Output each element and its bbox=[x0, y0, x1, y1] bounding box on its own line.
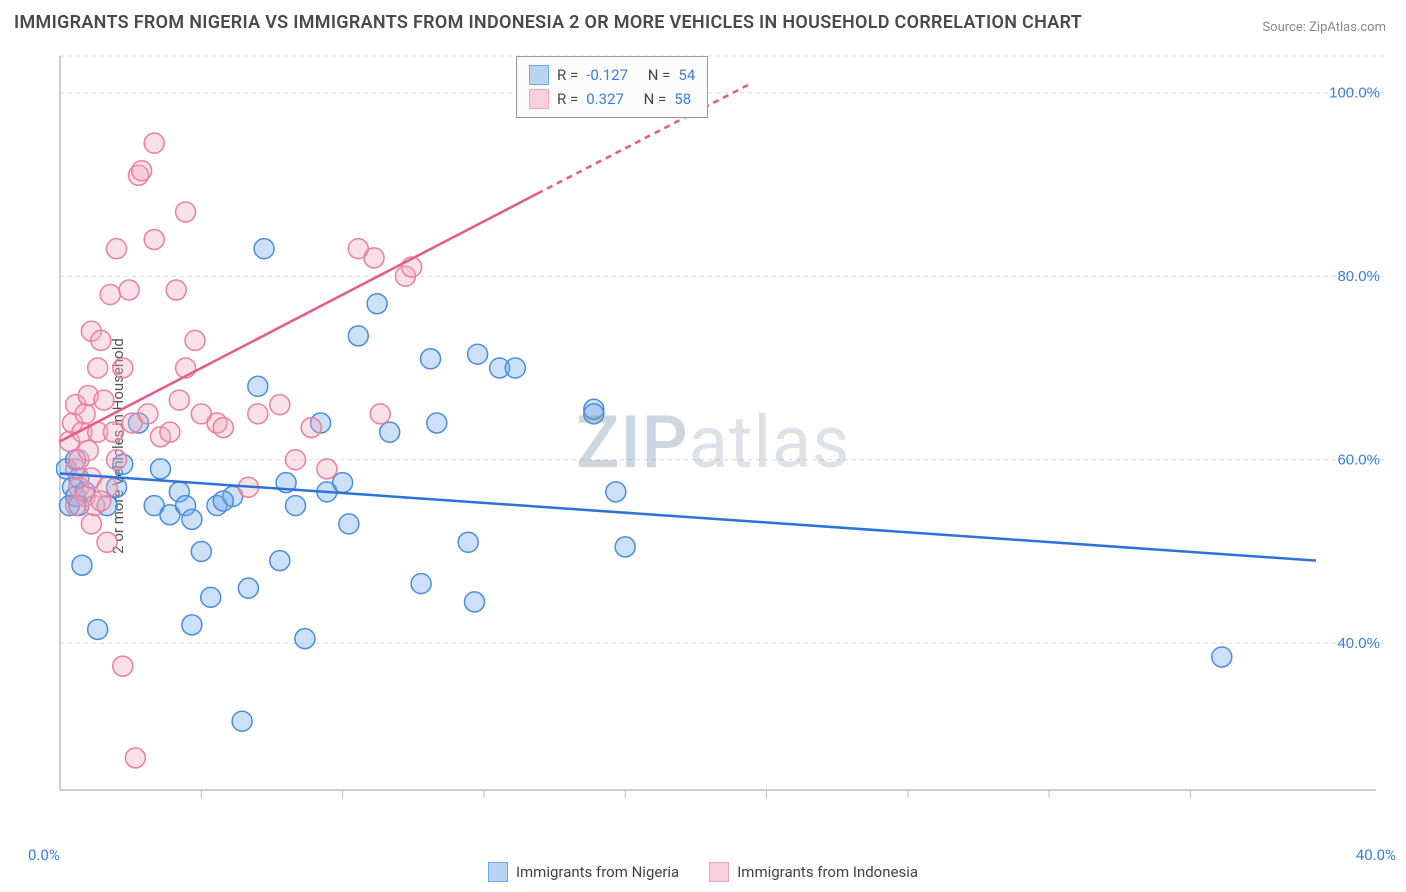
svg-text:60.0%: 60.0% bbox=[1337, 452, 1380, 469]
legend-item-nigeria: Immigrants from Nigeria bbox=[488, 862, 679, 882]
source-label: Source: bbox=[1262, 20, 1305, 35]
swatch-nigeria bbox=[529, 65, 549, 85]
svg-text:40.0%: 40.0% bbox=[1337, 635, 1380, 652]
svg-text:80.0%: 80.0% bbox=[1337, 268, 1380, 285]
r-label: R = bbox=[557, 63, 578, 87]
x-tick-0: 0.0% bbox=[28, 846, 60, 864]
n-value-nigeria: 54 bbox=[678, 63, 695, 87]
legend-item-indonesia: Immigrants from Indonesia bbox=[709, 862, 918, 882]
r-value-indonesia: 0.327 bbox=[586, 87, 624, 111]
source-value: ZipAtlas.com bbox=[1309, 20, 1386, 35]
legend-label-indonesia: Immigrants from Indonesia bbox=[737, 863, 918, 881]
legend-label-nigeria: Immigrants from Nigeria bbox=[516, 863, 679, 881]
swatch-indonesia-icon bbox=[709, 862, 729, 882]
correlation-chart: IMMIGRANTS FROM NIGERIA VS IMMIGRANTS FR… bbox=[0, 0, 1406, 892]
series-legend: Immigrants from Nigeria Immigrants from … bbox=[0, 862, 1406, 882]
swatch-indonesia bbox=[529, 89, 549, 109]
legend-row-indonesia: R = 0.327 N = 58 bbox=[529, 87, 695, 111]
chart-title: IMMIGRANTS FROM NIGERIA VS IMMIGRANTS FR… bbox=[14, 12, 1082, 33]
r-label: R = bbox=[557, 87, 578, 111]
n-label: N = bbox=[644, 87, 667, 111]
source-attribution: Source: ZipAtlas.com bbox=[1262, 20, 1386, 35]
plot-area: 40.0%60.0%80.0%100.0% ZIPatlas R = -0.12… bbox=[56, 50, 1386, 820]
svg-text:100.0%: 100.0% bbox=[1329, 85, 1380, 102]
correlation-legend: R = -0.127 N = 54 R = 0.327 N = 58 bbox=[516, 56, 708, 118]
r-value-nigeria: -0.127 bbox=[586, 63, 628, 87]
n-label: N = bbox=[648, 63, 671, 87]
x-tick-1: 40.0% bbox=[1356, 846, 1396, 864]
n-value-indonesia: 58 bbox=[674, 87, 691, 111]
swatch-nigeria-icon bbox=[488, 862, 508, 882]
legend-row-nigeria: R = -0.127 N = 54 bbox=[529, 63, 695, 87]
chart-svg: 40.0% 60.0% 80.0% 100.0% bbox=[56, 50, 1386, 820]
